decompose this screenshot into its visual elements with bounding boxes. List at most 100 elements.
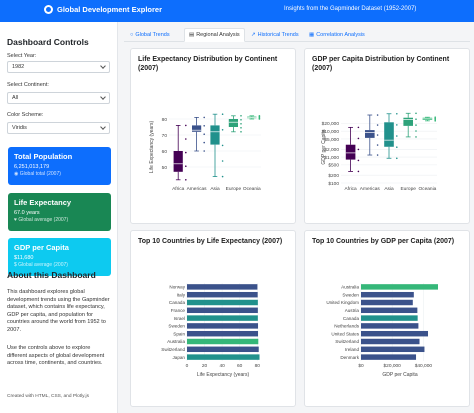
bar	[187, 315, 258, 321]
y-tick-label: Netherlands	[334, 324, 359, 329]
bar	[361, 284, 438, 290]
tab-regional-analysis[interactable]: ▤ Regional Analysis	[184, 28, 245, 42]
box-point	[203, 133, 205, 135]
stat-sub: ◉ Global total (2007)	[14, 171, 61, 177]
stat-title: Total Population	[14, 152, 73, 161]
box	[192, 125, 202, 132]
app-title: Global Development Explorer	[57, 5, 163, 14]
x-tick-label: $20,000	[384, 363, 402, 369]
box-point	[376, 114, 379, 116]
y-tick-label: Denmark	[340, 355, 359, 360]
tab-bar: ○ Global Trends ▤ Regional Analysis ↗ Hi…	[124, 28, 470, 42]
y-tick-label: Japan	[172, 355, 185, 360]
stat-title: GDP per Capita	[14, 243, 69, 252]
y-tick-label: 50	[162, 165, 168, 171]
bar	[361, 354, 417, 360]
y-tick-label: Israel	[174, 316, 185, 321]
brand: Global Development Explorer	[44, 5, 162, 14]
continent-select[interactable]: All	[7, 92, 110, 104]
y-tick-label: Canada	[169, 300, 186, 305]
box-point	[415, 112, 417, 115]
app-header: Global Development Explorer Insights fro…	[0, 0, 474, 22]
year-value: 1982	[12, 64, 25, 70]
box-point	[258, 115, 261, 117]
y-tick-label: $2,000	[324, 147, 339, 153]
box-point	[357, 170, 360, 173]
y-tick-label: Norway	[169, 285, 185, 290]
life-expectancy-bar-panel: Top 10 Countries by Life Expectancy (200…	[130, 230, 296, 407]
x-tick-label: 0	[186, 363, 189, 369]
tab-global-trends[interactable]: ○ Global Trends	[130, 32, 170, 38]
y-tick-label: Canada	[343, 316, 360, 321]
bar	[187, 354, 260, 360]
y-tick-label: $500	[328, 163, 339, 169]
continent-value: All	[12, 95, 19, 101]
y-tick-label: 70	[162, 133, 168, 139]
box-point	[221, 129, 224, 131]
bar	[187, 291, 258, 298]
x-tick-label: Africa	[172, 186, 185, 192]
x-tick-label: Americas	[187, 186, 208, 192]
gdp-bar-chart[interactable]: $0 $20,000 $40,000 GDP per Capita Australia S…	[305, 231, 471, 408]
users-icon: ◉	[14, 171, 20, 177]
globe-icon	[44, 5, 53, 14]
y-tick-label: Switzerland	[335, 339, 359, 344]
box	[228, 119, 238, 127]
map-icon: ▤	[189, 32, 195, 38]
box-point	[203, 150, 205, 152]
life-expectancy-box-chart[interactable]: 50 60 70 80 Life Expectancy (years) Africa Ame…	[131, 49, 297, 225]
x-tick-label: $40,000	[415, 363, 433, 369]
x-tick-label: $0	[358, 363, 364, 369]
box	[210, 125, 220, 145]
table-icon: ▦	[309, 32, 315, 38]
chart-title: Life Expectancy Distribution by Continen…	[138, 56, 278, 72]
box-point	[396, 135, 398, 137]
life-expectancy-bar-chart[interactable]: 0 20 40 60 80 Life Expectancy (years) Norway It…	[131, 231, 297, 408]
stat-title: Life Expectancy	[14, 198, 72, 207]
box-point	[357, 148, 360, 151]
bar	[187, 346, 259, 353]
box-point	[415, 118, 417, 120]
tab-correlation-analysis[interactable]: ▦ Correlation Analysis	[309, 32, 365, 38]
box-point	[185, 179, 187, 181]
bar	[361, 307, 418, 314]
x-tick-label: Oceania	[418, 186, 436, 192]
y-tick-label: Australia	[167, 339, 185, 344]
sidebar-title: Dashboard Controls	[7, 37, 89, 47]
chevron-down-icon	[100, 124, 106, 130]
y-tick-label: France	[171, 308, 186, 313]
year-select[interactable]: 1982	[7, 61, 110, 73]
color-scheme-label: Color Scheme:	[7, 112, 44, 118]
y-tick-label: Australia	[341, 285, 359, 290]
y-tick-label: $1,000	[324, 155, 339, 161]
gdp-box-chart[interactable]: $100 $200 $500 $1,000 $2,000 $5,000 $10,000 $20…	[305, 49, 471, 225]
y-tick-label: Austria	[345, 308, 360, 313]
y-tick-label: $20,000	[322, 121, 340, 127]
x-tick-label: 80	[255, 363, 261, 369]
box-point	[221, 144, 224, 147]
bar	[187, 338, 259, 345]
box	[345, 144, 356, 160]
stat-card-population: Total Population 6,251,013,179 ◉ Global …	[8, 147, 111, 185]
y-tick-label: 80	[162, 117, 168, 123]
dollar-icon: $	[14, 262, 19, 268]
y-tick-label: Ireland	[345, 347, 359, 352]
stat-card-life-expectancy: Life Expectancy 67.0 years ♥ Global aver…	[8, 193, 111, 231]
y-axis-label: GDP per Capita	[321, 129, 327, 164]
chart-title: Top 10 Countries by Life Expectancy (200…	[138, 238, 283, 245]
stat-sub: $ Global average (2007)	[14, 262, 68, 268]
box-point	[203, 125, 205, 127]
box-point	[357, 137, 360, 140]
x-tick-label: 20	[202, 363, 208, 369]
box-point	[240, 119, 242, 121]
bar	[361, 330, 429, 337]
x-tick-label: Oceania	[243, 186, 261, 192]
y-tick-label: Switzerland	[161, 347, 185, 352]
box	[403, 117, 413, 126]
box-point	[415, 130, 417, 132]
color-scheme-select[interactable]: Viridis	[7, 122, 110, 134]
bar	[187, 299, 258, 306]
box-point	[376, 124, 379, 126]
y-tick-label: Italy	[177, 292, 186, 297]
tab-historical-trends[interactable]: ↗ Historical Trends	[251, 32, 299, 38]
